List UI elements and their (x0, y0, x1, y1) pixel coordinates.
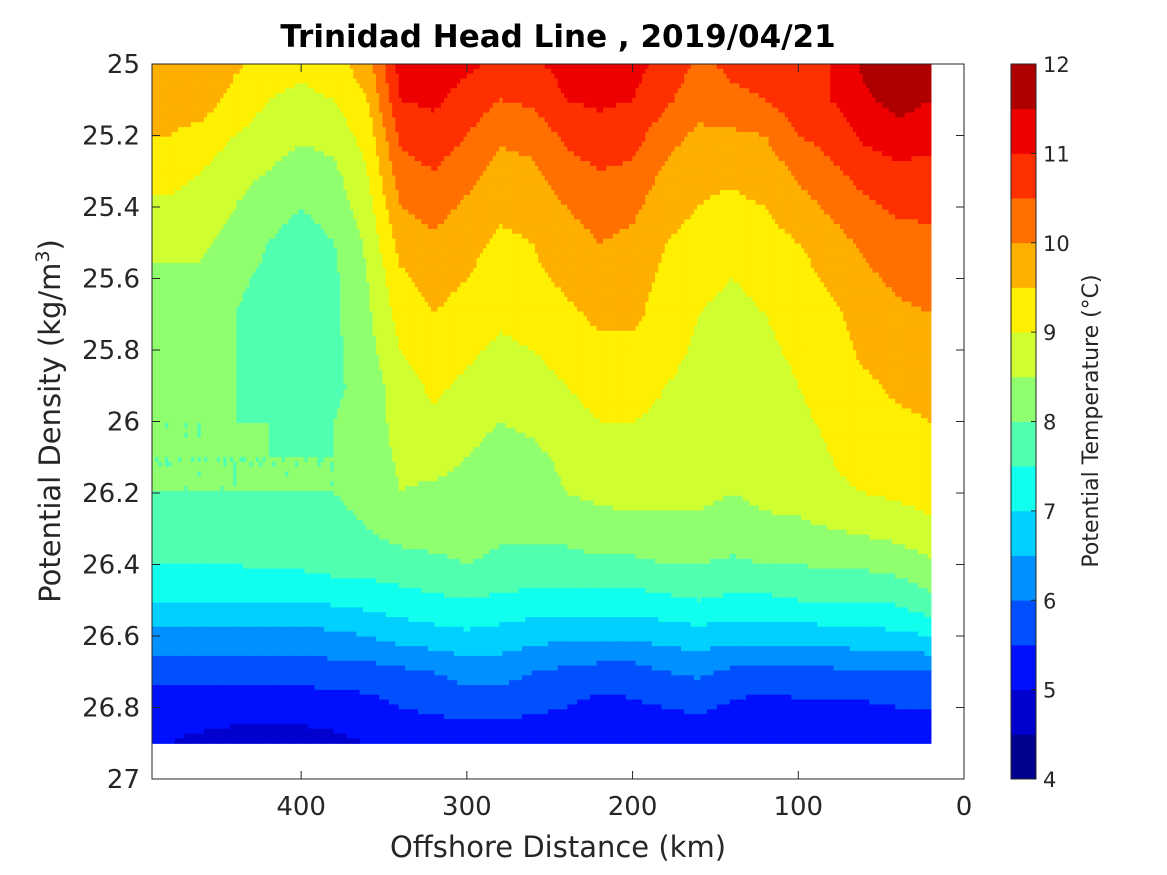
contour-cell (928, 64, 932, 69)
contour-field (152, 64, 931, 744)
chart-title: Trinidad Head Line , 2019/04/21 (280, 19, 835, 55)
contour-cell (928, 74, 932, 79)
contour-cell (928, 69, 932, 74)
chart: Trinidad Head Line , 2019/04/21 400 300 20… (0, 0, 1167, 875)
